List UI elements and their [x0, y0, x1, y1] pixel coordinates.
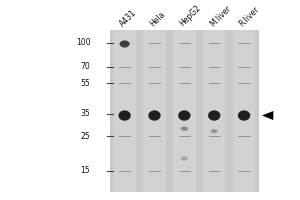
- Bar: [173, 30, 196, 192]
- Ellipse shape: [148, 110, 160, 121]
- Ellipse shape: [181, 126, 188, 131]
- Bar: [143, 30, 166, 192]
- Ellipse shape: [238, 110, 250, 121]
- Text: HepG2: HepG2: [178, 4, 202, 28]
- Text: 55: 55: [80, 79, 90, 88]
- Ellipse shape: [181, 156, 188, 161]
- Text: 35: 35: [80, 109, 90, 118]
- Bar: [113, 30, 136, 192]
- Ellipse shape: [211, 129, 217, 133]
- Ellipse shape: [208, 110, 220, 121]
- Text: M.liver: M.liver: [208, 4, 232, 28]
- Ellipse shape: [178, 110, 190, 121]
- Bar: [203, 30, 225, 192]
- Text: R.liver: R.liver: [238, 5, 261, 28]
- Ellipse shape: [118, 110, 131, 121]
- Text: 15: 15: [81, 166, 90, 175]
- Text: 70: 70: [80, 62, 90, 71]
- Polygon shape: [262, 111, 273, 120]
- Text: 25: 25: [81, 132, 90, 141]
- Text: Hela: Hela: [148, 10, 167, 28]
- Bar: [110, 30, 259, 192]
- Ellipse shape: [120, 40, 130, 48]
- Text: A431: A431: [118, 8, 139, 28]
- Text: 100: 100: [76, 38, 90, 47]
- Bar: [233, 30, 255, 192]
